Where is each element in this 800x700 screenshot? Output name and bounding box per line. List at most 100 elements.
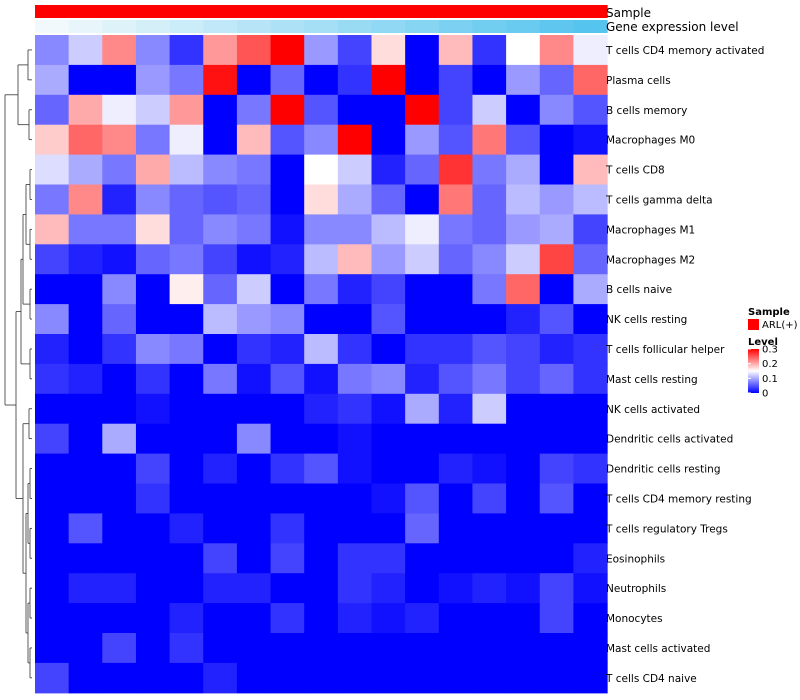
heatmap-cell [35,184,70,215]
heatmap-cell [169,94,204,126]
heatmap-cell [304,274,339,305]
expression-annotation-cell [135,20,171,33]
heatmap-cell [573,513,608,544]
heatmap-cell [438,184,474,215]
heatmap-cell [236,334,272,365]
heatmap-cell [102,94,137,126]
heatmap-cell [405,334,440,365]
heatmap-cell [169,662,204,694]
heatmap-cell [304,184,339,215]
row-label: NK cells activated [606,404,700,416]
heatmap-cell [506,334,541,365]
expression-annotation-cell [539,20,574,33]
heatmap-cell [169,483,204,514]
row-label: Dendritic cells activated [606,434,733,446]
heatmap-cell [68,64,103,96]
heatmap-cell [472,154,507,186]
row-label: T cells CD4 naive [605,673,697,685]
heatmap-cell [405,393,440,425]
row-label: Mast cells activated [606,643,710,655]
heatmap-cell [236,363,272,395]
heatmap-cell [438,543,474,574]
heatmap-cell [506,453,541,485]
sample-annotation-cell [472,5,507,18]
heatmap-cell [270,64,305,96]
heatmap-cell [438,662,474,694]
heatmap-cell [438,453,474,485]
heatmap-cell [472,573,507,604]
legend-swatch-arl-positive [748,319,759,330]
heatmap-cell [270,662,305,694]
heatmap-cell [270,393,305,425]
sample-annotation-cell [405,5,440,18]
legend-tick-label: 0.1 [762,374,778,385]
heatmap-cell [270,453,305,485]
heatmap-cell [506,244,541,275]
heatmap-cell [169,543,204,574]
heatmap-cell [203,154,238,186]
heatmap-cell [102,483,137,514]
legend-label-arl-positive: ARL(+) [762,320,798,331]
sample-annotation-cell [68,5,103,18]
heatmap-cell [236,453,272,485]
legend-color-bar [748,349,759,393]
heatmap-cell [405,304,440,335]
heatmap-cell [102,274,137,305]
heatmap-cell [35,363,70,395]
expression-annotation-cell [169,20,204,33]
heatmap-cell [270,603,305,634]
heatmap-cell [337,94,373,126]
heatmap-cell [203,483,238,514]
heatmap-cell [102,423,137,455]
heatmap-cell [203,603,238,634]
heatmap-cell [573,274,608,305]
heatmap-cell [539,274,574,305]
heatmap-cell [203,244,238,275]
heatmap-cell [337,274,373,305]
heatmap-cell [506,64,541,96]
heatmap-cell [304,124,339,156]
row-label: B cells naive [606,284,672,296]
heatmap-cell [573,543,608,574]
heatmap-cell [405,64,440,96]
heatmap-cell [236,393,272,425]
heatmap-cell [102,124,137,156]
heatmap-cell [506,184,541,215]
heatmap-cell [135,423,171,455]
heatmap-cell [405,363,440,395]
heatmap-cell [304,573,339,604]
heatmap-cell [169,633,204,664]
heatmap-cell [203,304,238,335]
heatmap-cell [304,64,339,96]
heatmap-cell [270,124,305,156]
heatmap-cell [169,304,204,335]
heatmap-cell [102,244,137,275]
heatmap-cell [135,35,171,66]
heatmap-cell [539,154,574,186]
legend-tick-label: 0 [762,389,768,400]
heatmap-cell [405,483,440,514]
heatmap-cell [573,603,608,634]
heatmap-cell [203,124,238,156]
expression-annotation-cell [472,20,507,33]
heatmap-cell [169,513,204,544]
heatmap-cell [472,274,507,305]
heatmap-cell [203,633,238,664]
heatmap-cell [203,453,238,485]
row-label: Plasma cells [606,75,671,87]
heatmap-cell [236,154,272,186]
heatmap-cell [438,483,474,514]
row-label: T cells follicular helper [605,344,725,356]
heatmap-cell [405,513,440,544]
sample-annotation-cell [337,5,373,18]
heatmap-cell [203,363,238,395]
heatmap-cell [68,363,103,395]
heatmap-cell [135,633,171,664]
heatmap-cell [337,603,373,634]
heatmap-cell [438,573,474,604]
row-label: T cells regulatory Tregs [605,523,728,535]
heatmap-cell [405,154,440,186]
heatmap-cell [68,244,103,275]
row-label: Eosinophils [606,553,665,565]
heatmap-cell [337,244,373,275]
